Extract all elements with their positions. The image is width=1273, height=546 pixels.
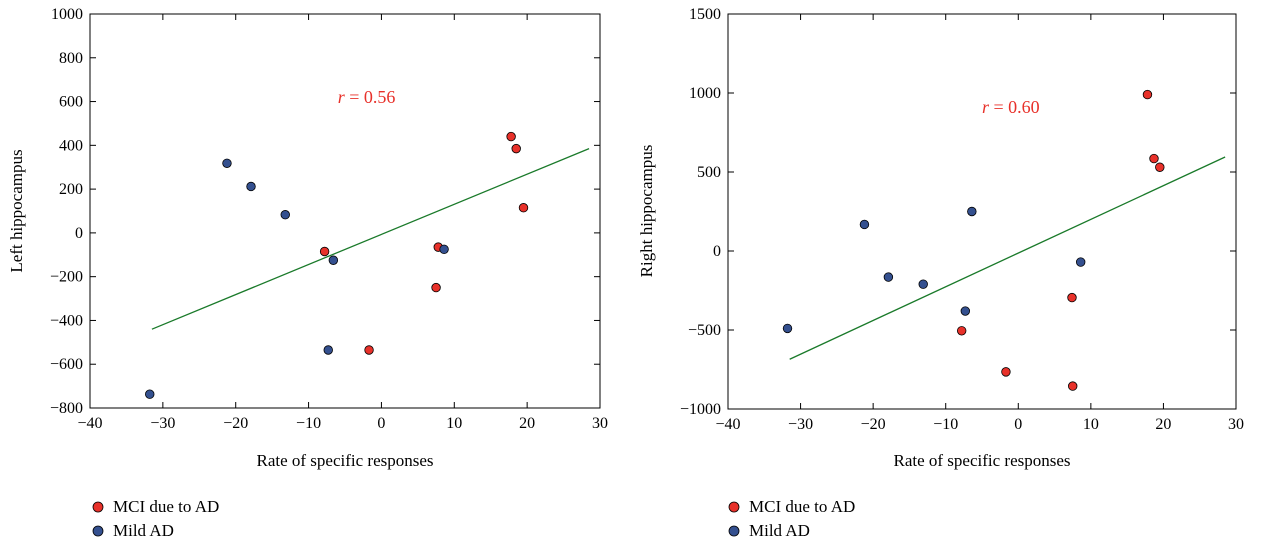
y-axis-label: Left hippocampus [7,149,26,272]
annotation-value: = 0.60 [989,97,1040,117]
x-tick-label: 10 [446,415,462,432]
correlation-annotation: r = 0.60 [982,97,1040,117]
data-point-mci-due-to-ad [518,203,529,213]
data-point-mild-ad [1075,257,1086,267]
y-tick-label: 400 [59,137,83,154]
y-tick-label: 1000 [689,85,721,102]
data-point-mci-due-to-ad [511,143,521,154]
y-tick-label: 800 [59,50,83,67]
data-point-mci-due-to-ad [319,246,330,257]
data-point-mci-due-to-ad [1001,367,1011,377]
y-tick-label: 500 [697,164,721,181]
tick-marks [727,13,1237,410]
data-point-mild-ad [859,219,870,230]
x-axis-label: Rate of specific responses [893,451,1070,470]
x-tick-label: 20 [1155,416,1171,433]
legend-marker-mild [92,525,104,537]
x-tick-label: −20 [223,415,248,432]
data-point-mild-ad [145,389,155,399]
legend-label-mci: MCI due to AD [113,497,219,516]
data-point-mci-due-to-ad [1067,292,1077,303]
data-point-mild-ad [246,181,256,192]
x-tick-labels: −40 −30 −20 −10 0 10 20 30 [77,415,608,432]
y-tick-label: 600 [59,94,83,111]
y-axis-label: Right hippocampus [637,145,656,278]
x-tick-label: 20 [519,415,535,432]
x-tick-label: −10 [933,416,958,433]
x-axis-label: Rate of specific responses [256,451,433,470]
y-tick-label: −500 [688,322,721,339]
x-tick-label: −20 [861,416,886,433]
y-tick-labels: −800 −600 −400 −200 0 200 400 600 800 1000 [50,6,83,417]
y-tick-label: 0 [75,225,83,242]
right-hippocampus-panel: −40 −30 −20 −10 0 10 20 30 −1000 −500 0 500 1000 150… [637,6,1244,540]
y-tick-labels: −1000 −500 0 500 1000 1500 [680,6,721,418]
legend: MCI due to AD Mild AD [92,497,219,540]
plot-frame [89,13,601,409]
x-tick-label: 10 [1083,416,1099,433]
x-tick-label: −30 [150,415,175,432]
data-point-mci-due-to-ad [1142,89,1153,100]
fit-line [789,156,1226,360]
data-point-mild-ad [782,323,793,334]
x-tick-label: −40 [77,415,102,432]
x-tick-label: 0 [1014,416,1022,433]
legend-label-mild: Mild AD [749,521,810,540]
data-point-mild-ad [323,345,333,355]
x-tick-label: 30 [1228,416,1244,433]
legend-marker-mci [728,501,740,513]
data-point-mci-due-to-ad [431,282,441,293]
data-point-mild-ad [883,272,894,282]
annotation-var: r [982,97,990,117]
y-tick-label: −800 [50,400,83,417]
legend-marker-mci [92,501,104,513]
data-point-mci-due-to-ad [364,345,374,355]
y-tick-label: −1000 [680,401,721,418]
fit-line [151,148,590,330]
legend-label-mild: Mild AD [113,521,174,540]
y-tick-label: 1500 [689,6,721,23]
y-tick-label: −200 [50,269,83,286]
data-point-mci-due-to-ad [1068,381,1078,391]
correlation-annotation: r = 0.56 [338,87,396,107]
legend-marker-mild [728,525,740,537]
tick-marks [89,13,601,409]
y-tick-label: 200 [59,181,83,198]
annotation-value: = 0.56 [345,87,396,107]
plot-frame [727,13,1237,410]
annotation-var: r [338,87,346,107]
x-tick-label: 0 [377,415,385,432]
legend-label-mci: MCI due to AD [749,497,855,516]
data-point-mci-due-to-ad [1149,153,1159,164]
y-tick-label: −600 [50,356,83,373]
data-point-mild-ad [280,210,290,220]
data-points [782,89,1165,391]
data-point-mild-ad [918,279,928,289]
x-tick-label: −40 [715,416,740,433]
data-point-mci-due-to-ad [1155,162,1165,172]
legend: MCI due to AD Mild AD [728,497,855,540]
y-tick-label: 1000 [51,6,83,23]
data-point-mild-ad [222,158,232,168]
data-point-mild-ad [960,306,971,316]
x-tick-label: −10 [296,415,321,432]
data-point-mild-ad [328,255,339,265]
y-tick-label: 0 [713,243,721,260]
x-tick-label: −30 [788,416,813,433]
data-point-mild-ad [967,206,977,217]
data-point-mci-due-to-ad [506,131,516,142]
data-points [145,131,529,399]
data-point-mild-ad [439,244,449,255]
x-tick-labels: −40 −30 −20 −10 0 10 20 30 [715,416,1244,433]
y-tick-label: −400 [50,312,83,329]
x-tick-label: 30 [592,415,608,432]
left-hippocampus-panel: −40 −30 −20 −10 0 10 20 30 −800 −600 −400 −200 0 200… [7,6,608,540]
data-point-mci-due-to-ad [956,326,967,336]
